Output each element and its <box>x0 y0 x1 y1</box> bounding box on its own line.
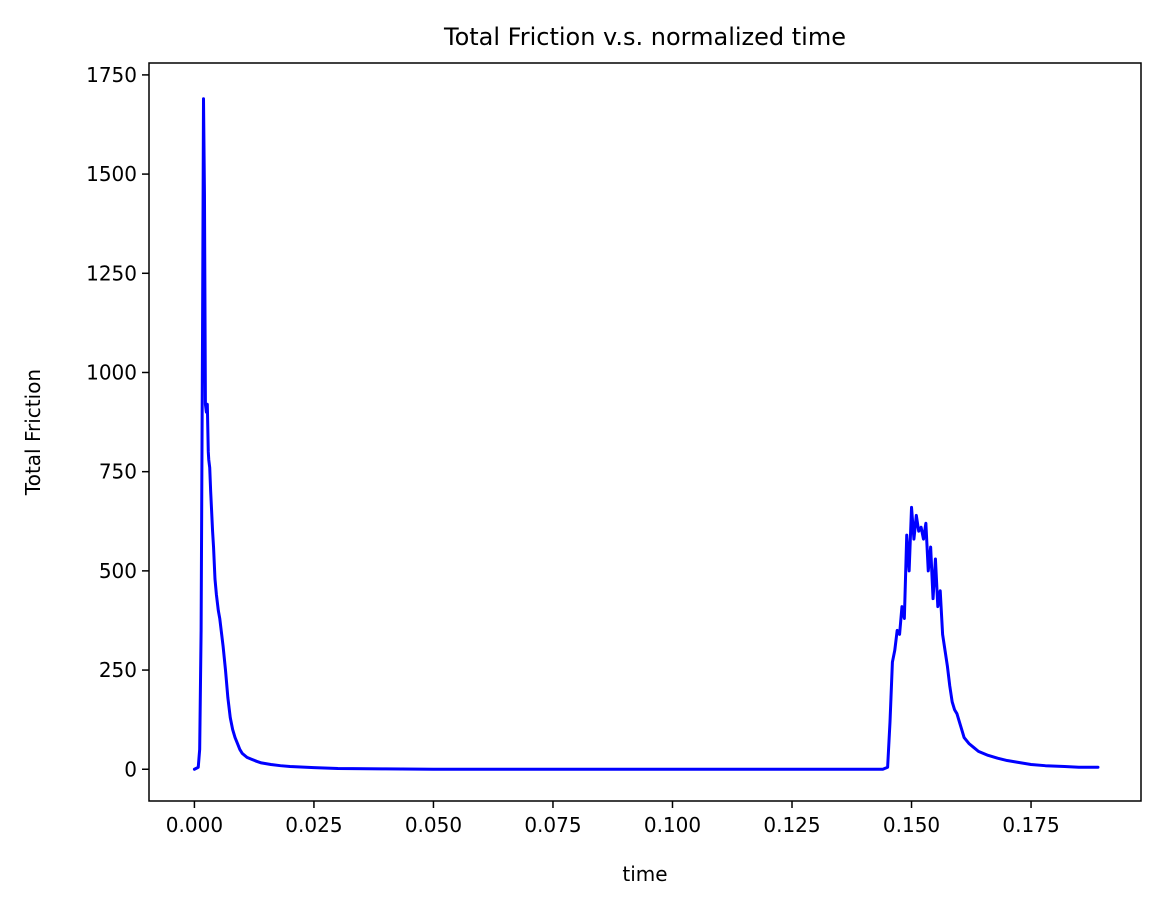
y-axis: 0 250 500 750 1000 1250 1500 1750 <box>86 63 149 781</box>
y-tick-label: 1500 <box>86 162 137 186</box>
plot-frame <box>148 62 1142 802</box>
x-tick-label: 0.075 <box>524 813 581 837</box>
x-tick-label: 0.150 <box>883 813 940 837</box>
plot-area <box>192 97 1100 771</box>
x-axis-label: time <box>622 862 667 886</box>
y-axis-label: Total Friction <box>21 369 45 496</box>
y-tick-label: 1000 <box>86 360 137 384</box>
y-tick-label: 1250 <box>86 261 137 285</box>
x-axis: 0.000 0.025 0.050 0.075 0.100 0.125 0.150 0.175 <box>166 801 1060 837</box>
series-line-0 <box>192 97 1100 771</box>
x-tick-label: 0.175 <box>1002 813 1059 837</box>
x-tick-label: 0.100 <box>644 813 701 837</box>
y-tick-label: 500 <box>99 559 137 583</box>
x-tick-label: 0.000 <box>166 813 223 837</box>
chart-title: Total Friction v.s. normalized time <box>443 23 846 51</box>
y-tick-label: 750 <box>99 460 137 484</box>
x-tick-label: 0.050 <box>405 813 462 837</box>
y-tick-label: 0 <box>124 757 137 781</box>
x-tick-label: 0.025 <box>285 813 342 837</box>
x-tick-label: 0.125 <box>763 813 820 837</box>
y-tick-label: 250 <box>99 658 137 682</box>
y-tick-label: 1750 <box>86 63 137 87</box>
